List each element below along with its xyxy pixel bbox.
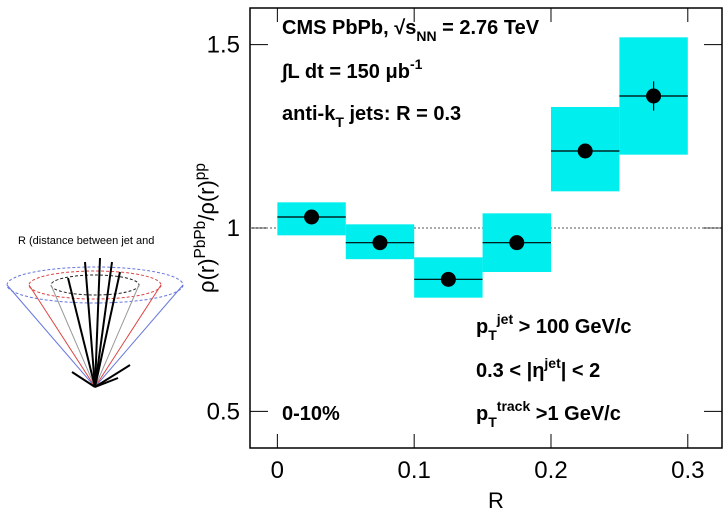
text-segment: 0.3 < |η [476, 360, 544, 382]
x-axis-label: R [488, 488, 504, 513]
text-segment: ρ(r) [194, 258, 219, 293]
text-segment: p [476, 403, 488, 425]
y-tick-label: 1 [227, 215, 240, 242]
plot: 0 0.1 0.2 0.3 0.5 1 1.5 CMS PbPb, √sNN = 2.76 T… [192, 8, 722, 513]
text-segment: >1 GeV/c [530, 403, 621, 425]
annotation: pTtrack >1 GeV/c [476, 398, 621, 430]
text-segment: CMS PbPb, √s [282, 17, 416, 39]
text-segment: pp [192, 163, 209, 180]
text-segment: ∫L dt = 150 μb [280, 61, 410, 83]
text-segment: > 100 GeV/c [513, 316, 631, 338]
text-segment: | < 2 [561, 360, 601, 382]
annotation: anti-kT jets: R = 0.3 [282, 103, 461, 130]
jet-cone-diagram: R (distance between jet and [6, 235, 184, 388]
data-point [440, 271, 456, 287]
text-segment: NN [416, 28, 436, 44]
text-segment: jet [543, 355, 561, 371]
text-segment: jets: R = 0.3 [344, 103, 461, 125]
annotation: pTjet > 100 GeV/c [476, 311, 632, 343]
text-segment: p [476, 316, 488, 338]
text-segment: T [488, 327, 497, 343]
annotation: 0.3 < |ηjet| < 2 [476, 355, 600, 382]
text-segment: T [335, 114, 344, 130]
text-segment: PbPb [192, 221, 209, 259]
text-segment: anti-k [282, 103, 336, 125]
data-point [646, 88, 662, 104]
text-segment: jet [496, 311, 514, 327]
text-segment: -1 [410, 56, 423, 72]
x-tick-label: 0.3 [671, 457, 704, 484]
diagram-caption: R (distance between jet and [18, 235, 154, 247]
x-tick-label: 0 [271, 457, 284, 484]
annotation: 0-10% [282, 403, 340, 425]
text-segment: 0-10% [282, 403, 340, 425]
y-tick-label: 0.5 [207, 398, 240, 425]
text-segment: track [497, 398, 531, 414]
text-segment: T [488, 414, 497, 430]
annotation: CMS PbPb, √sNN = 2.76 TeV [282, 17, 540, 44]
y-tick-label: 1.5 [207, 32, 240, 59]
data-point [372, 235, 388, 251]
x-tick-label: 0.1 [397, 457, 430, 484]
data-point [577, 143, 593, 159]
text-segment: /ρ(r) [194, 180, 219, 221]
y-axis-label: ρ(r)PbPb/ρ(r)pp [192, 163, 219, 293]
annotation: ∫L dt = 150 μb-1 [280, 56, 423, 83]
data-point [304, 209, 320, 225]
text-segment: = 2.76 TeV [437, 17, 540, 39]
x-tick-label: 0.2 [534, 457, 567, 484]
data-point [509, 235, 525, 251]
